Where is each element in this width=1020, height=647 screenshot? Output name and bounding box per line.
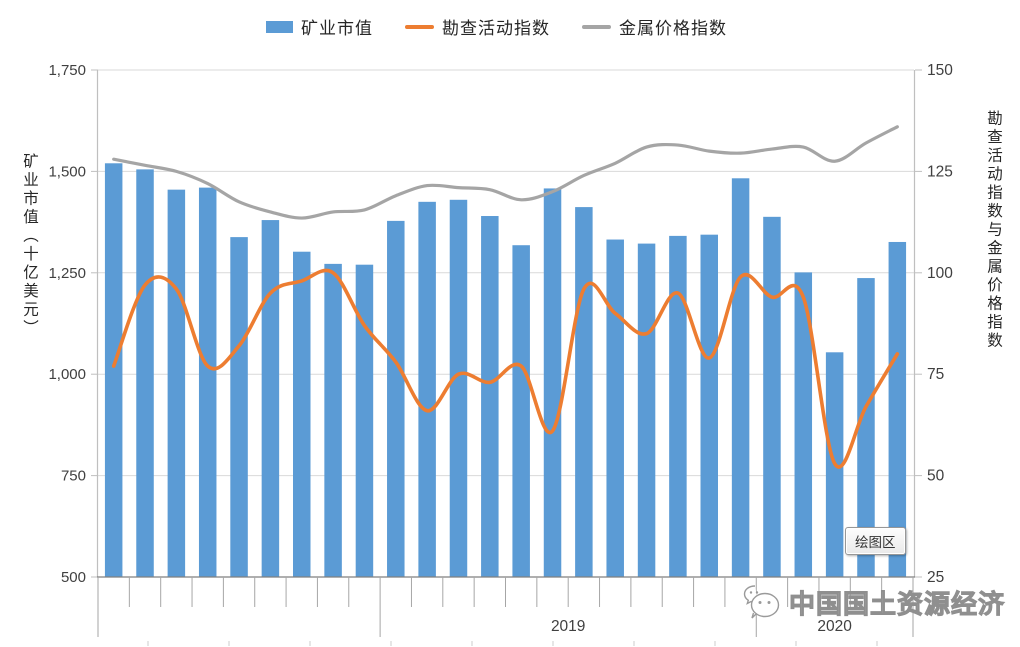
- bar: [606, 239, 624, 577]
- legend-item-metal-price-index[interactable]: 金属价格指数: [582, 14, 727, 39]
- svg-text:1,000: 1,000: [48, 366, 86, 383]
- bar: [731, 178, 750, 577]
- svg-text:100: 100: [927, 265, 953, 282]
- bar: [637, 243, 656, 577]
- watermark-text: 中国国土资源经济: [788, 588, 1006, 619]
- bar: [888, 241, 907, 577]
- right-axis-ticks: 150 125 100 75 50 25: [915, 62, 953, 586]
- svg-text:50: 50: [927, 468, 945, 485]
- x-axis-ticks: [97, 577, 914, 646]
- svg-text:75: 75: [927, 366, 944, 383]
- svg-text:150: 150: [927, 62, 953, 79]
- right-axis-title: 勘查活动指数与金属价格指数: [985, 110, 1002, 351]
- bar: [512, 245, 530, 578]
- legend-item-exploration-index[interactable]: 勘查活动指数: [405, 14, 550, 39]
- left-axis-ticks: 1,750 1,500 1,250 1,000 750 500: [48, 62, 98, 586]
- bar: [763, 216, 781, 577]
- bar: [481, 216, 499, 578]
- legend-label: 金属价格指数: [619, 19, 727, 38]
- bar: [324, 263, 342, 577]
- bar: [669, 235, 687, 578]
- bar: [857, 278, 875, 577]
- bar: [700, 234, 718, 578]
- left-axis-title: 矿业市值（十亿美元）: [21, 153, 38, 338]
- chart-legend: 矿业市值 勘查活动指数 金属价格指数: [266, 14, 727, 39]
- watermark: 中国国土资源经济: [736, 582, 1005, 622]
- bar: [104, 163, 123, 577]
- svg-text:25: 25: [927, 569, 944, 586]
- svg-text:1,750: 1,750: [48, 62, 86, 79]
- svg-text:2020: 2020: [817, 618, 852, 635]
- svg-text:1,250: 1,250: [48, 265, 86, 282]
- svg-text:500: 500: [61, 569, 86, 586]
- bars-mining-market-cap: [104, 163, 907, 578]
- bar: [418, 201, 436, 577]
- svg-text:750: 750: [61, 468, 86, 485]
- exploration-activity-line: [111, 268, 900, 469]
- bar: [198, 187, 217, 577]
- bar: [355, 264, 374, 577]
- bar: [543, 188, 562, 578]
- bar: [261, 220, 280, 577]
- x-axis-year-labels: 2019 2020: [551, 618, 852, 635]
- bar: [293, 251, 311, 577]
- line-swatch-icon: [582, 24, 611, 29]
- legend-label: 矿业市值: [301, 19, 373, 38]
- bar: [449, 199, 468, 578]
- bar: [136, 169, 154, 577]
- metal-price-line: [112, 125, 899, 220]
- bar: [575, 207, 593, 577]
- legend-item-mining-market-cap[interactable]: 矿业市值: [266, 14, 373, 39]
- bar: [167, 189, 186, 578]
- svg-text:125: 125: [927, 163, 953, 180]
- legend-label: 勘查活动指数: [442, 19, 550, 38]
- svg-text:2019: 2019: [551, 618, 585, 635]
- bar: [387, 220, 405, 578]
- line-swatch-icon: [405, 24, 434, 29]
- bar: [230, 237, 248, 578]
- plot-area-tooltip: 绘图区: [845, 527, 906, 555]
- svg-text:1,500: 1,500: [48, 163, 86, 180]
- bar: [794, 272, 813, 577]
- bar-swatch-icon: [266, 20, 293, 33]
- wechat-icon: [743, 585, 780, 619]
